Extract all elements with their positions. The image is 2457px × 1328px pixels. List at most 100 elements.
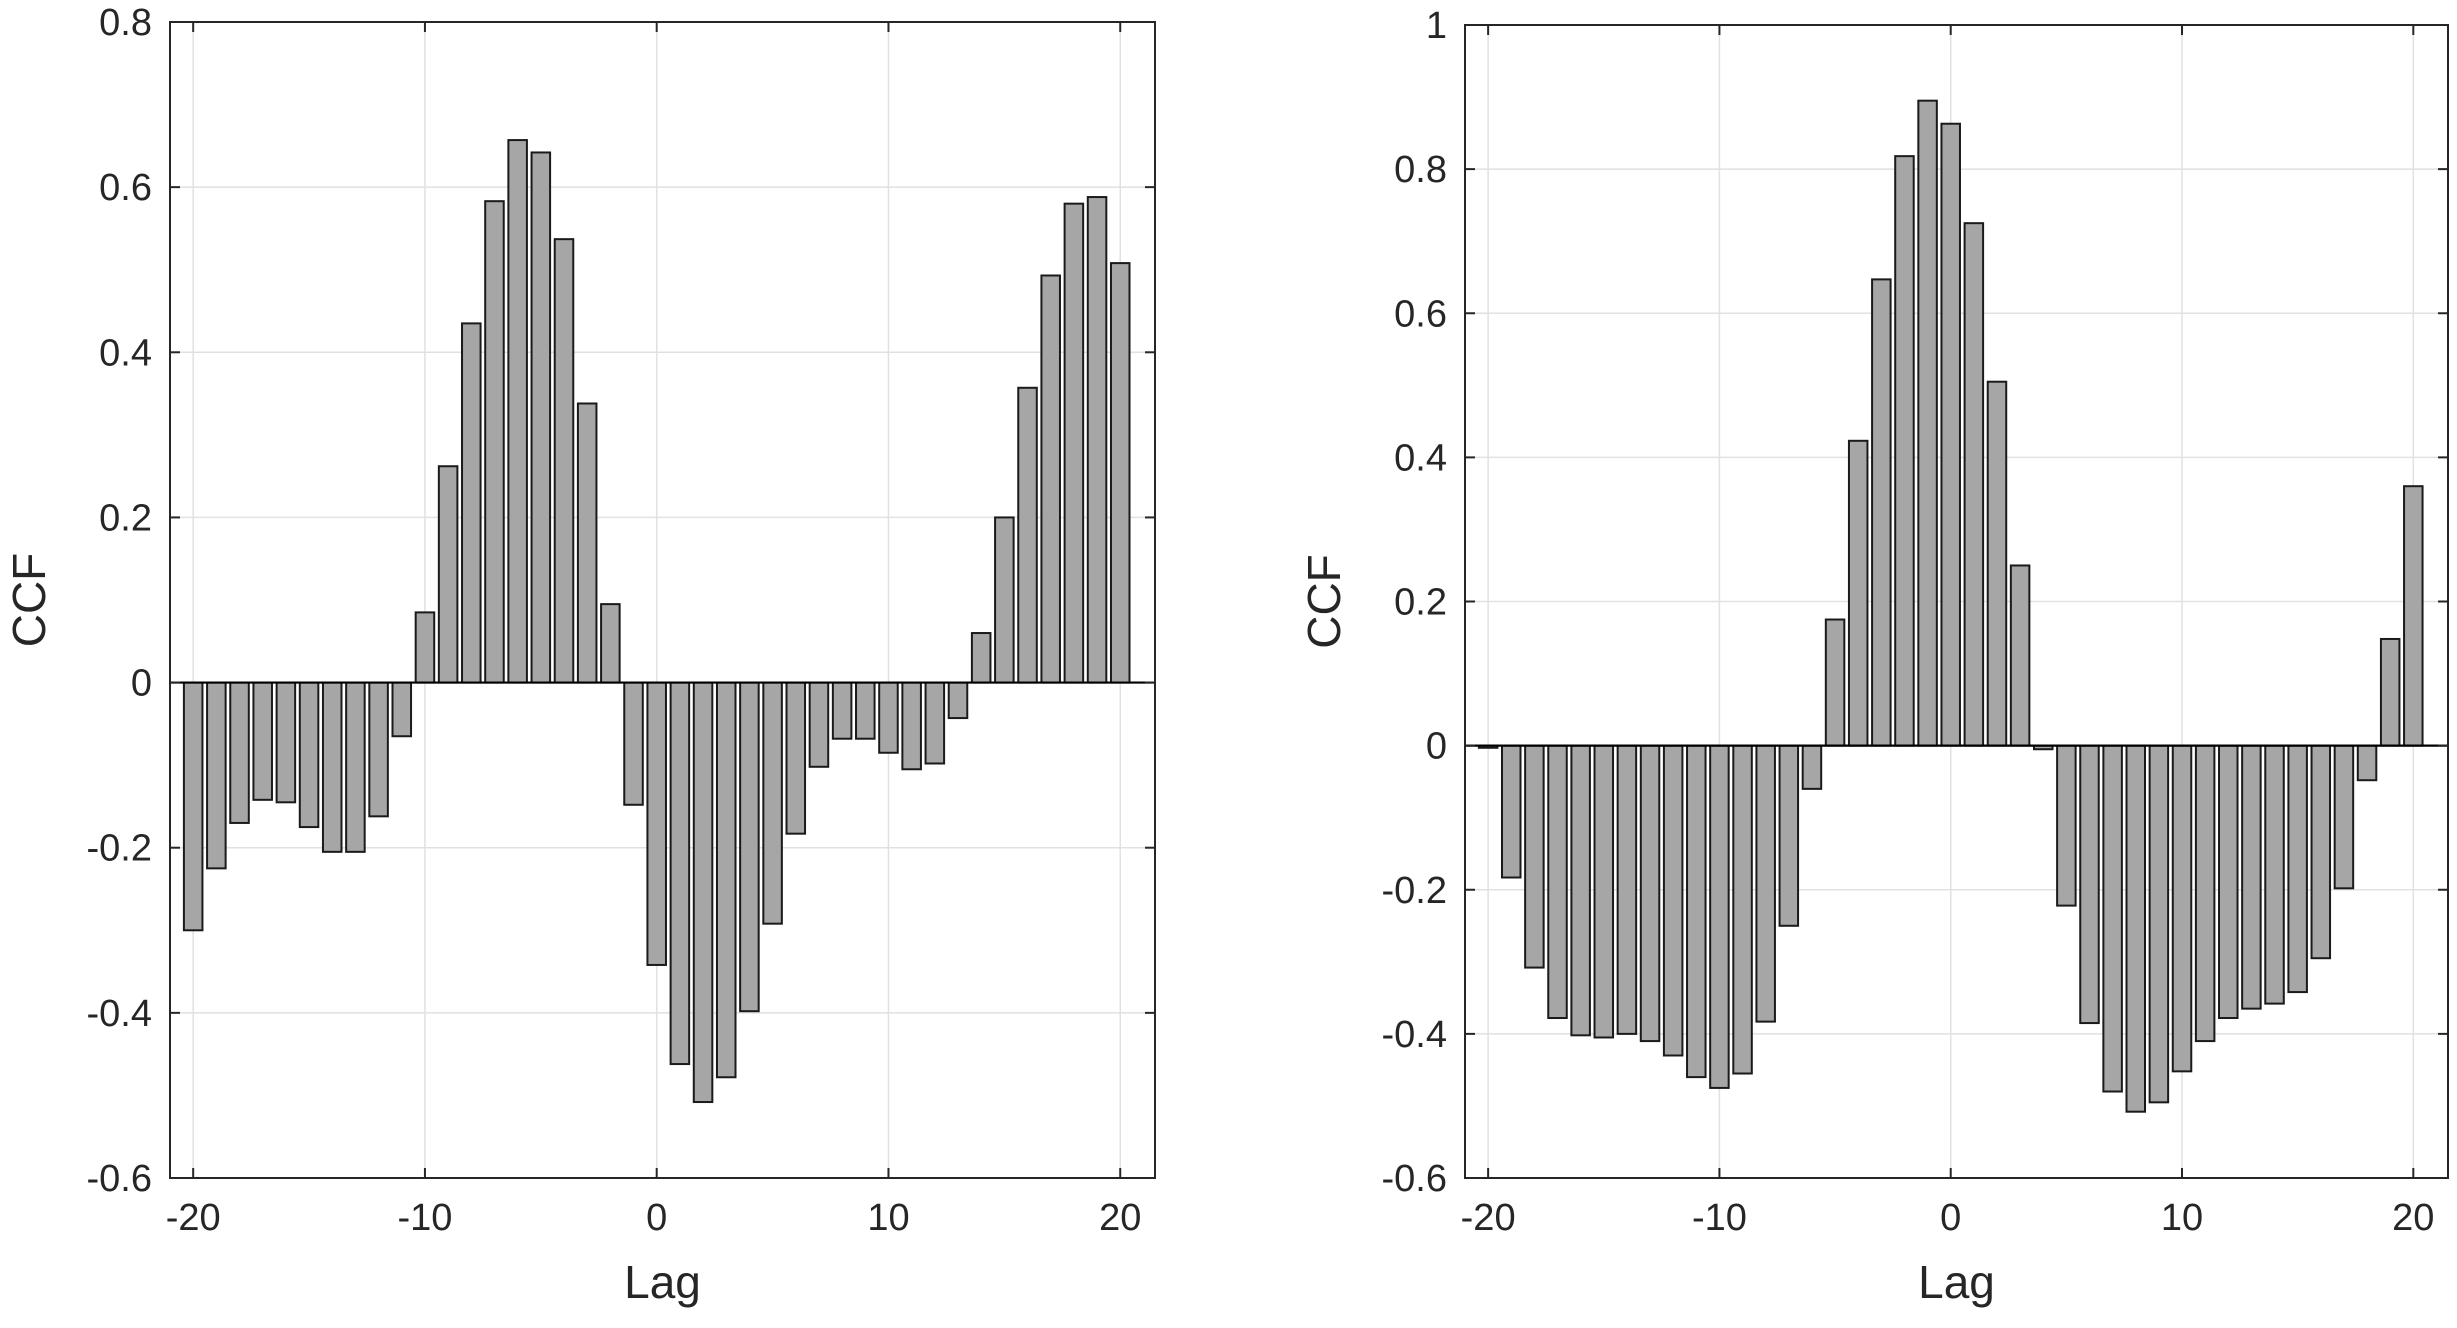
left-ytick-label-5: 0.4 <box>99 332 152 374</box>
left-bar-lag-18 <box>1063 202 1085 684</box>
left-bar-lag--6 <box>507 139 528 684</box>
left-ytick-label-3: 0 <box>131 663 152 705</box>
left-bar-lag-15 <box>994 516 1015 684</box>
left-xtick-label-3: 10 <box>867 1197 909 1239</box>
left-bar-lag--12 <box>368 681 389 818</box>
right-bar-lag-10 <box>2171 744 2193 1073</box>
right-bar-lag-12 <box>2218 744 2239 1020</box>
right-xtick-label-0: -20 <box>1461 1197 1516 1239</box>
right-xtick-label-1: -10 <box>1692 1197 1747 1239</box>
right-bar-lag-20 <box>2403 485 2424 747</box>
right-bar-lag--8 <box>1755 744 1776 1023</box>
right-bar-lag--7 <box>1778 744 1800 927</box>
right-bar-lag--12 <box>1662 744 1684 1057</box>
left-bar-lag--8 <box>461 322 482 684</box>
left-bar-lag-10 <box>878 681 899 754</box>
left-bar-lag--15 <box>298 681 320 829</box>
right-bar-lag-3 <box>2009 564 2031 747</box>
right-bar-lag--17 <box>1547 744 1568 1020</box>
right-bar-lag--13 <box>1639 744 1661 1043</box>
right-bar-lag--4 <box>1847 439 1869 747</box>
left-ytick-label-2: -0.2 <box>87 828 152 870</box>
left-y-axis-label: CCF <box>3 553 55 648</box>
right-bar-lag-15 <box>2287 744 2308 994</box>
right-bar-lag-18 <box>2356 744 2378 782</box>
chart-right: -0.6 -0.4 -0.2 0 0.2 0.4 0.6 0.8 1 -20 -10 0 10 20 Lag… <box>1298 5 2449 1308</box>
left-bar-lag-14 <box>970 632 992 684</box>
left-bar-lag-2 <box>692 681 714 1104</box>
left-bar-lag--1 <box>623 681 644 806</box>
left-bar-lag--3 <box>576 402 598 684</box>
right-bar-lag-6 <box>2079 744 2100 1025</box>
right-bar-lag-17 <box>2333 744 2355 890</box>
right-ytick-label-8: 1 <box>1426 5 1447 47</box>
left-bar-lag--13 <box>345 681 366 853</box>
right-bar-lag-19 <box>2379 637 2401 747</box>
right-bar-lag-2 <box>1986 380 2008 747</box>
right-ytick-label-1: -0.4 <box>1382 1014 1447 1056</box>
right-ytick-label-5: 0.4 <box>1394 437 1447 479</box>
left-axes-frame <box>169 21 1156 1179</box>
right-xtick-label-4: 20 <box>2392 1197 2434 1239</box>
right-ytick-label-2: -0.2 <box>1382 870 1447 912</box>
right-bar-lag-8 <box>2125 744 2147 1113</box>
right-xtick-label-3: 10 <box>2161 1197 2203 1239</box>
left-bar-lag--14 <box>321 681 343 853</box>
right-bar-lag--6 <box>1801 744 1823 790</box>
left-bar-lag-0 <box>646 681 667 966</box>
right-bar-lag--2 <box>1894 155 1915 747</box>
left-bar-lag-16 <box>1017 386 1038 684</box>
left-bar-lag--18 <box>229 681 250 824</box>
left-bar-lag--16 <box>275 681 297 804</box>
right-ytick-label-3: 0 <box>1426 726 1447 768</box>
left-xtick-label-0: -20 <box>166 1197 221 1239</box>
left-bar-lag-7 <box>808 681 830 768</box>
left-bar-lag--4 <box>553 238 575 684</box>
left-bar-lag-13 <box>947 681 969 720</box>
right-bar-lag--19 <box>1501 744 1522 879</box>
left-ytick-label-0: -0.6 <box>87 1158 152 1200</box>
right-ytick-label-4: 0.2 <box>1394 582 1447 624</box>
right-bar-lag--9 <box>1732 744 1753 1075</box>
left-bar-lag-6 <box>785 681 807 835</box>
right-bar-lag-5 <box>2056 744 2077 907</box>
left-bar-lag-19 <box>1086 196 1108 684</box>
left-bar-lag--9 <box>437 465 459 684</box>
right-x-axis-label: Lag <box>1918 1256 1995 1308</box>
left-bar-lag-8 <box>831 681 853 740</box>
left-bar-lag--5 <box>530 151 552 684</box>
right-bar-lag-1 <box>1963 222 1985 747</box>
left-bar-lag-11 <box>901 681 922 771</box>
right-ytick-label-7: 0.8 <box>1394 149 1447 191</box>
right-bar-lag-0 <box>1940 122 1961 747</box>
left-bar-lag--19 <box>206 681 227 870</box>
left-bar-lag-1 <box>669 681 691 1066</box>
left-ytick-label-4: 0.2 <box>99 497 152 539</box>
right-bar-lag--15 <box>1593 744 1615 1039</box>
right-ytick-label-6: 0.6 <box>1394 293 1447 335</box>
left-xtick-label-4: 20 <box>1099 1197 1141 1239</box>
left-bar-lag--7 <box>484 200 505 684</box>
left-ytick-label-1: -0.4 <box>87 993 152 1035</box>
right-bar-lag-11 <box>2194 744 2216 1043</box>
left-bar-lag-4 <box>739 681 760 1013</box>
left-bar-lag-9 <box>855 681 876 740</box>
left-bar-lag--11 <box>391 681 413 738</box>
left-bar-lag-12 <box>924 681 946 765</box>
right-bar-lag-9 <box>2148 744 2170 1104</box>
left-bar-lag--20 <box>182 681 204 932</box>
right-bar-lag-16 <box>2310 744 2332 960</box>
left-bar-lag-5 <box>762 681 783 925</box>
left-ytick-label-7: 0.8 <box>99 2 152 44</box>
left-bar-lag--10 <box>414 611 436 684</box>
left-bar-lag-17 <box>1040 274 1061 684</box>
right-bar-lag--3 <box>1871 278 1892 747</box>
right-bar-lag--18 <box>1524 744 1545 969</box>
chart-left: -0.6 -0.4 -0.2 0 0.2 0.4 0.6 0.8 -20 -10 0 10 20 Lag C… <box>3 2 1156 1308</box>
right-bar-lag--11 <box>1686 744 1707 1079</box>
right-bar-lag-7 <box>2102 744 2123 1093</box>
right-bar-lag--14 <box>1616 744 1638 1035</box>
right-y-axis-label: CCF <box>1298 554 1350 649</box>
right-bar-lag-13 <box>2241 744 2262 1010</box>
